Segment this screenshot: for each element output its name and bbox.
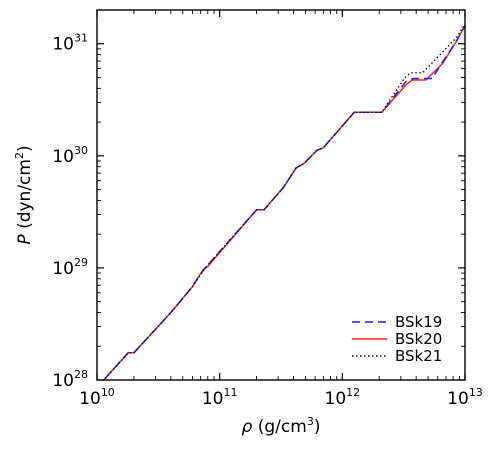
x-tick-label: 1012: [325, 386, 361, 409]
x-tick-label: 1010: [79, 386, 115, 409]
legend-label-bsk20: BSk20: [395, 330, 442, 348]
y-tick-exp: 28: [74, 368, 88, 381]
y-axis-units: (dyn/cm: [15, 159, 35, 234]
x-tick-label: 1011: [202, 386, 238, 409]
x-tick-exp: 10: [101, 386, 115, 399]
y-tick-exp: 30: [74, 144, 88, 157]
y-tick-label: 1031: [52, 32, 88, 55]
series-line-bsk19: [102, 25, 465, 380]
y-tick-base: 10: [52, 371, 74, 391]
series-layer: [102, 23, 465, 380]
x-axis-units-close: ): [314, 417, 321, 437]
x-tick-base: 10: [447, 389, 469, 409]
y-tick-base: 10: [52, 259, 74, 279]
y-tick-label: 1030: [52, 144, 88, 167]
x-axis-units-exp: 3: [307, 415, 314, 428]
y-tick-label: 1028: [52, 368, 88, 391]
x-tick-label: 1013: [447, 386, 483, 409]
y-axis-symbol: P: [15, 234, 35, 245]
x-axis-symbol: ρ: [242, 417, 253, 437]
x-tick-exp: 11: [223, 386, 237, 399]
x-tick-exp: 12: [346, 386, 360, 399]
y-tick-base: 10: [52, 147, 74, 167]
legend-label-bsk21: BSk21: [395, 347, 442, 365]
y-tick-base: 10: [52, 35, 74, 55]
x-tick-exp: 13: [469, 386, 483, 399]
x-tick-base: 10: [325, 389, 347, 409]
x-tick-base: 10: [202, 389, 224, 409]
x-axis-label: ρ (g/cm3): [242, 415, 321, 437]
y-tick-exp: 31: [74, 32, 88, 45]
y-tick-exp: 29: [74, 256, 88, 269]
plot-frame: [96, 9, 466, 381]
y-axis-units-close: ): [15, 145, 35, 152]
legend-label-bsk19: BSk19: [395, 313, 442, 331]
y-tick-label: 1029: [52, 256, 88, 279]
x-axis-units: (g/cm: [252, 417, 306, 437]
y-axis-units-exp: 2: [13, 152, 26, 159]
y-axis-label: P (dyn/cm2): [13, 145, 35, 244]
x-tick-base: 10: [79, 389, 101, 409]
